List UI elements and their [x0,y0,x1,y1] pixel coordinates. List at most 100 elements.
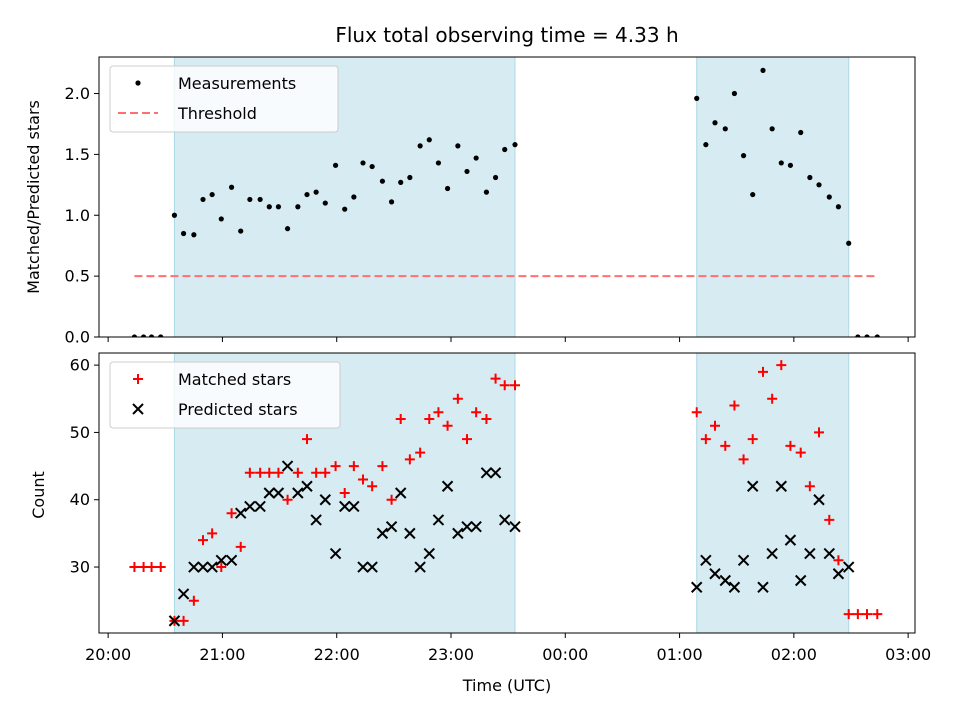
data-point [784,534,797,546]
y-tick-label: 60 [70,356,90,375]
data-point [339,488,350,498]
data-point [386,494,397,505]
data-point [215,554,227,567]
data-point [804,547,816,560]
data-point [385,520,398,533]
data-point [433,407,444,418]
data-point [709,568,721,580]
data-point [247,196,253,203]
data-point [862,609,872,620]
data-point [499,380,510,391]
data-point [473,155,479,161]
data-point [832,568,845,580]
data-point [228,184,235,190]
data-point [490,373,501,384]
data-point [148,334,155,337]
legend-marker [132,403,144,415]
data-point [442,420,453,431]
data-point [257,196,263,203]
data-point [826,194,832,200]
data-point [700,434,711,445]
data-point [872,609,883,620]
data-point [760,67,766,73]
data-point [188,561,200,573]
data-point [452,393,463,404]
data-point [168,615,181,627]
y-tick-label: 0.5 [65,267,90,286]
data-point [158,334,164,337]
data-point [310,514,322,526]
data-point [499,514,511,526]
data-point [129,562,140,573]
data-point [216,562,227,573]
data-point [462,434,472,445]
data-point [218,216,224,222]
data-point [273,467,284,478]
data-point [703,142,709,148]
data-point [322,200,328,206]
y-tick-label: 40 [70,490,90,509]
data-point [737,554,750,567]
legend-box [109,361,341,429]
data-point [206,561,218,573]
y-tick-label: 1.5 [65,145,90,164]
data-point [798,129,804,136]
chart-title: Flux total observing time = 4.33 h [335,23,678,47]
data-point [852,609,863,620]
data-point [388,199,395,205]
data-point [140,334,147,337]
data-point [282,494,293,505]
data-point [339,500,351,513]
data-point [197,561,209,573]
data-point [823,547,835,560]
data-point [254,500,266,513]
data-point [814,427,824,438]
data-point [292,487,304,499]
data-point [510,380,520,391]
data-point [729,400,740,411]
x-tick-label: 02:00 [771,645,817,664]
data-point [740,153,747,159]
legend-marker [133,374,143,384]
data-point [423,547,435,560]
top-panel-legend: Measurements Threshold [109,65,339,133]
data-point [424,413,435,424]
data-point [747,480,759,492]
data-point [369,163,375,170]
data-point [351,194,357,200]
x-tick-label: 23:00 [428,645,474,664]
data-point [415,447,426,458]
x-tick-label: 21:00 [199,645,245,664]
data-point [776,360,787,371]
legend-box [109,65,339,133]
data-point [281,460,294,472]
legend-label: Predicted stars [178,400,298,419]
data-point [470,520,482,533]
data-point [398,179,404,185]
data-point [348,461,359,472]
data-point [244,467,255,478]
data-point [207,528,218,539]
data-point [710,420,720,431]
data-point [874,334,880,337]
data-point [367,481,378,492]
data-point [864,334,870,337]
data-point [816,182,822,188]
data-point [480,467,493,479]
data-point [155,562,166,573]
legend-label: Threshold [177,104,257,123]
data-point [188,595,199,606]
data-point [319,494,331,506]
data-point [712,120,718,126]
top-y-axis-label: Matched/Predicted stars [24,100,43,294]
data-point [131,334,138,337]
bottom-panel-frame [98,352,916,634]
data-point [807,174,813,181]
data-point [266,204,272,210]
data-point [357,561,369,573]
data-point [395,487,407,499]
x-axis-label: Time (UTC) [462,676,551,695]
data-point [348,500,360,513]
data-point [360,160,366,166]
